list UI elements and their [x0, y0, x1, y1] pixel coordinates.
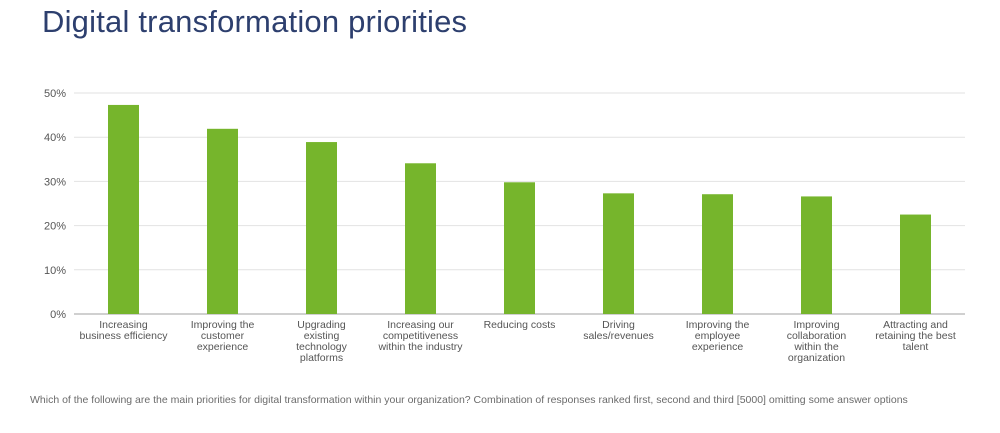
y-tick-label: 0%	[50, 309, 66, 321]
y-tick-label: 10%	[44, 265, 66, 277]
y-tick-label: 50%	[44, 88, 66, 100]
x-tick-label: Increasing our competitiveness within the …	[377, 319, 463, 353]
x-tick-label: Attracting and retaining the best talent	[875, 319, 956, 353]
bar	[207, 128, 238, 314]
chart-footnote: Which of the following are the main prio…	[30, 394, 908, 406]
x-tick-label: Driving sales/revenues	[583, 319, 654, 342]
x-tick-label: Increasing business efficiency	[80, 319, 169, 342]
y-tick-label: 40%	[44, 132, 66, 144]
x-tick-label: Reducing costs	[484, 319, 556, 331]
x-tick-label: Improving collaboration within the organiza…	[787, 319, 847, 364]
y-tick-label: 30%	[44, 176, 66, 188]
x-tick-label: Improving the employee experience	[686, 319, 750, 353]
bar	[504, 182, 535, 314]
chart-title: Digital transformation priorities	[42, 4, 468, 39]
bar	[900, 214, 931, 314]
y-tick-label: 20%	[44, 221, 66, 233]
bar	[801, 196, 832, 314]
bar	[306, 142, 337, 314]
bar	[405, 163, 436, 314]
bar	[603, 193, 634, 314]
bar	[702, 194, 733, 314]
bar	[108, 104, 139, 315]
x-tick-label: Upgrading existing technology platforms	[296, 319, 348, 364]
x-tick-label: Improving the customer experience	[191, 319, 255, 353]
